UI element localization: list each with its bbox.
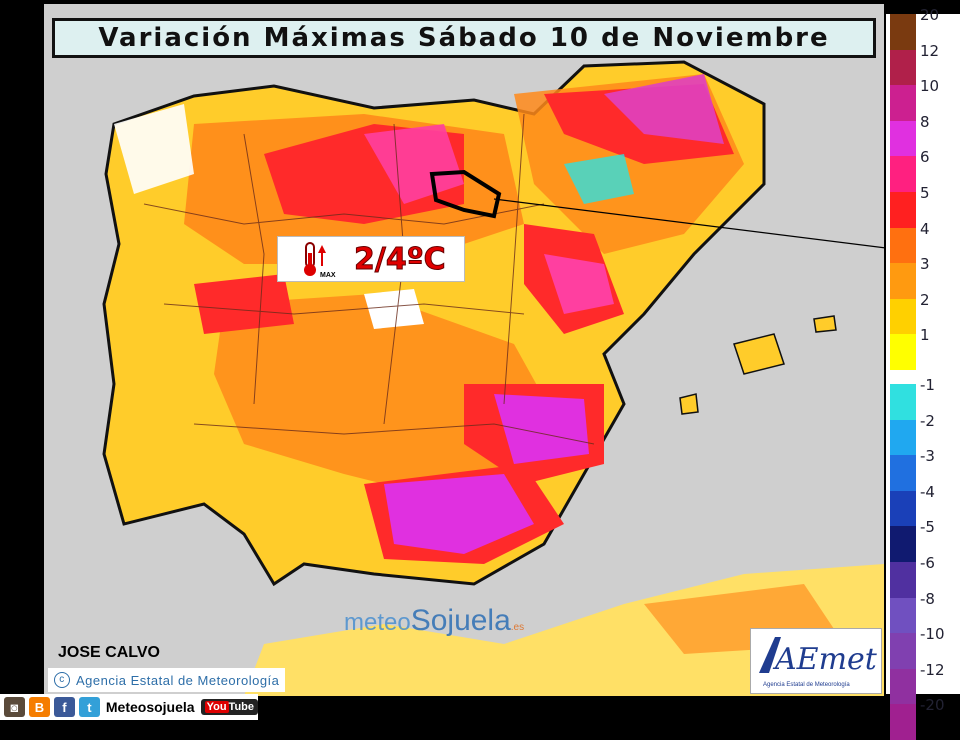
watermark-part2: Sojuela — [410, 604, 511, 637]
facebook-icon[interactable]: f — [53, 697, 75, 717]
legend-label: 5 — [920, 184, 930, 202]
aemet-mark-icon — [759, 637, 781, 673]
legend-swatch — [890, 156, 916, 192]
aemet-logo: AEmet Agencia Estatal de Meteorología — [750, 628, 882, 694]
legend-swatch — [890, 14, 916, 50]
agency-credit: c Agencia Estatal de Meteorología — [48, 668, 286, 692]
island-ibiza — [679, 393, 699, 415]
legend-swatch — [890, 227, 916, 264]
legend-swatch — [890, 263, 916, 299]
legend-label: -8 — [920, 589, 935, 608]
legend-swatch — [890, 49, 916, 86]
legend-label: 20 — [920, 6, 940, 24]
aemet-logo-text: AEmet — [772, 642, 878, 677]
watermark-part1: meteo — [344, 609, 411, 636]
legend-swatch — [890, 419, 916, 456]
social-handle: Meteosojuela — [105, 699, 195, 715]
legend-swatch — [890, 562, 916, 598]
twitter-icon[interactable]: t — [78, 697, 100, 717]
youtube-icon[interactable]: You Tube — [200, 699, 259, 715]
pointer-line — [493, 198, 884, 249]
legend-label: 10 — [920, 77, 940, 96]
legend-label: -20 — [920, 696, 945, 715]
instagram-icon[interactable]: ◙ — [4, 697, 25, 717]
legend-swatch — [890, 120, 916, 157]
legend-swatch — [890, 192, 916, 228]
legend-label: 6 — [920, 148, 930, 167]
zone-white-center — [364, 289, 424, 329]
title-box: Variación Máximas Sábado 10 de Noviembre — [52, 18, 876, 58]
legend-label: -5 — [920, 518, 935, 537]
legend-label: 12 — [920, 41, 940, 60]
legend-label: -2 — [920, 411, 935, 430]
island-menorca — [813, 315, 837, 333]
temperature-badge: MAX 2/4ºC — [277, 236, 465, 282]
youtube-part2: Tube — [228, 701, 255, 713]
region-borders — [143, 113, 595, 445]
legend-swatch — [890, 298, 916, 335]
aemet-logo-sub: Agencia Estatal de Meteorología — [763, 682, 850, 688]
copyright-icon: c — [54, 672, 70, 688]
thermometer-up-icon: MAX — [304, 242, 336, 279]
zone-magenta-south — [384, 474, 534, 554]
map-title: Variación Máximas Sábado 10 de Noviembre — [98, 23, 830, 53]
legend-swatch — [890, 384, 916, 420]
social-bar: ◙ B f t Meteosojuela You Tube — [0, 694, 259, 720]
legend-swatch — [890, 704, 916, 740]
watermark-tld: .es — [510, 622, 525, 633]
legend-label: -12 — [920, 660, 945, 679]
zone-pink-north — [364, 124, 464, 204]
legend-label: -1 — [920, 376, 935, 394]
zone-white-northwest — [114, 104, 194, 194]
zone-red-west — [194, 274, 294, 334]
zone-magenta-southeast — [494, 394, 589, 464]
author-credit: JOSE CALVO — [58, 644, 160, 661]
legend-label: 4 — [920, 219, 930, 238]
map-frame — [44, 4, 884, 696]
zone-pink-east — [544, 254, 614, 314]
legend-swatch — [890, 633, 916, 669]
agency-name: Agencia Estatal de Meteorología — [76, 672, 280, 688]
legend-swatch — [890, 455, 916, 491]
legend-label: -4 — [920, 482, 935, 501]
legend-swatch — [890, 526, 916, 562]
legend-label: 3 — [920, 255, 930, 274]
legend-label: -10 — [920, 625, 945, 644]
zone-pink-northeast — [604, 74, 724, 144]
legend-swatch — [890, 85, 916, 121]
legend-label: 8 — [920, 112, 930, 131]
island-mallorca — [733, 333, 785, 375]
legend-label: 2 — [920, 290, 930, 309]
legend-swatch — [890, 334, 916, 370]
meteosojuela-watermark: meteoSojuela.es — [344, 604, 524, 638]
la-rioja-outline — [429, 169, 502, 219]
legend-swatch — [890, 490, 916, 527]
legend-swatch — [890, 597, 916, 634]
legend-label: -3 — [920, 447, 935, 466]
temperature-range: 2/4ºC — [354, 241, 447, 277]
max-label: MAX — [320, 272, 336, 279]
color-legend: 20 12 10 8 6 5 4 3 2 1 -1 -2 -3 -4 -5 -6 -8 -10 -12 -20 — [886, 6, 960, 740]
legend-swatch — [890, 668, 916, 705]
youtube-part1: You — [204, 701, 229, 713]
blogger-icon[interactable]: B — [28, 697, 50, 717]
zone-cyan-northeast — [564, 154, 634, 204]
legend-label: -6 — [920, 554, 935, 572]
iberia-map — [44, 4, 884, 696]
legend-label: 1 — [920, 326, 930, 345]
